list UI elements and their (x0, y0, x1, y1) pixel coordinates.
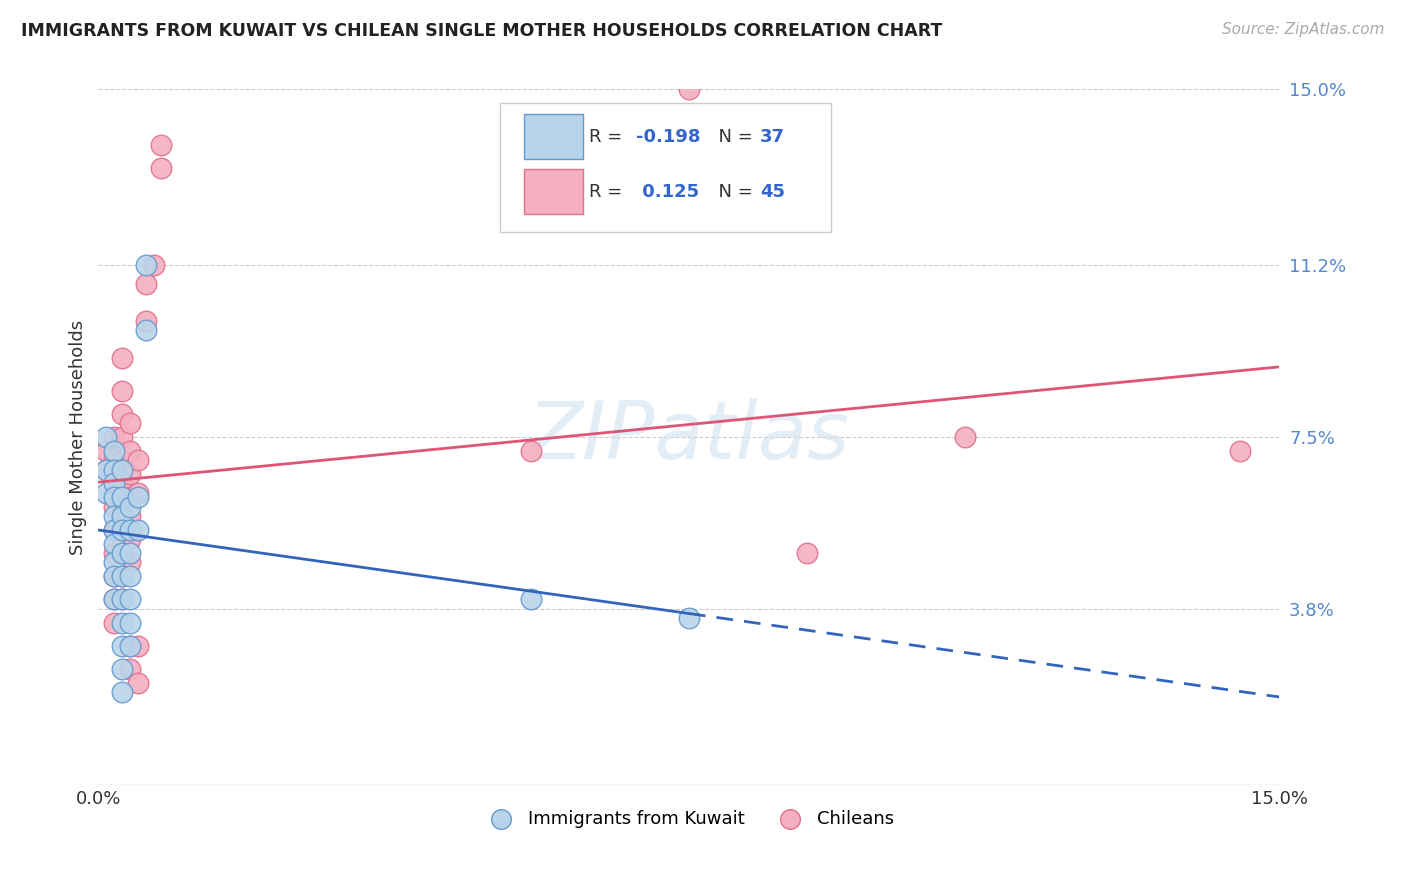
Point (127, 639, 149, 653)
Point (103, 453, 125, 467)
Point (96, 462, 118, 476)
Point (520, 592, 543, 607)
Point (953, 430, 976, 444)
Point (111, 430, 134, 444)
Point (103, 546, 125, 560)
Point (118, 532, 141, 546)
Text: IMMIGRANTS FROM KUWAIT VS CHILEAN SINGLE MOTHER HOUSEHOLDS CORRELATION CHART: IMMIGRANTS FROM KUWAIT VS CHILEAN SINGLE… (21, 22, 942, 40)
Point (678, 611, 700, 625)
Point (111, 615, 134, 630)
Point (111, 476, 134, 491)
Point (678, 82, 700, 96)
Text: 37: 37 (759, 128, 785, 145)
Point (111, 569, 134, 583)
Point (118, 444, 141, 458)
Point (135, 323, 157, 337)
Point (96, 462, 118, 476)
Point (118, 569, 141, 583)
Point (118, 639, 141, 653)
Point (118, 555, 141, 569)
Text: -0.198: -0.198 (636, 128, 700, 145)
Point (127, 485, 149, 500)
Point (135, 259, 157, 273)
Text: 0.125: 0.125 (636, 183, 699, 202)
FancyBboxPatch shape (523, 169, 582, 214)
Point (103, 569, 125, 583)
Point (103, 592, 125, 607)
Point (111, 592, 134, 607)
Point (96, 485, 118, 500)
Point (103, 523, 125, 537)
Point (103, 476, 125, 491)
Legend: Immigrants from Kuwait, Chileans: Immigrants from Kuwait, Chileans (477, 803, 901, 835)
Point (111, 453, 134, 467)
Point (103, 430, 125, 444)
Point (111, 685, 134, 699)
Point (111, 491, 134, 505)
Text: R =: R = (589, 183, 627, 202)
Point (118, 508, 141, 523)
Point (118, 662, 141, 676)
Text: R =: R = (589, 128, 627, 145)
FancyBboxPatch shape (523, 113, 582, 159)
Point (111, 569, 134, 583)
Point (150, 161, 173, 175)
Point (118, 546, 141, 560)
Point (111, 592, 134, 607)
Point (103, 476, 125, 491)
Point (103, 523, 125, 537)
Point (135, 277, 157, 291)
Point (127, 453, 149, 467)
FancyBboxPatch shape (501, 103, 831, 232)
Point (103, 500, 125, 514)
Point (111, 662, 134, 676)
Point (111, 639, 134, 653)
Point (111, 462, 134, 476)
Point (111, 407, 134, 421)
Point (127, 491, 149, 505)
Point (103, 462, 125, 476)
Point (520, 444, 543, 458)
Point (96, 444, 118, 458)
Point (103, 569, 125, 583)
Point (111, 546, 134, 560)
Point (150, 137, 173, 152)
Text: N =: N = (707, 128, 758, 145)
Text: N =: N = (707, 183, 758, 202)
Point (111, 508, 134, 523)
Point (111, 500, 134, 514)
Point (118, 639, 141, 653)
Point (103, 537, 125, 551)
Point (118, 615, 141, 630)
Point (103, 444, 125, 458)
Point (127, 676, 149, 690)
Text: ZIPatlas: ZIPatlas (527, 398, 851, 476)
Point (796, 546, 818, 560)
Text: Source: ZipAtlas.com: Source: ZipAtlas.com (1222, 22, 1385, 37)
Point (111, 384, 134, 398)
Point (142, 259, 165, 273)
Point (127, 523, 149, 537)
Point (111, 351, 134, 366)
Y-axis label: Single Mother Households: Single Mother Households (69, 319, 87, 555)
Point (118, 592, 141, 607)
Point (103, 592, 125, 607)
Point (103, 508, 125, 523)
Point (118, 416, 141, 430)
Point (111, 546, 134, 560)
Point (111, 523, 134, 537)
Point (103, 491, 125, 505)
Point (118, 500, 141, 514)
Point (111, 523, 134, 537)
Point (1229, 444, 1251, 458)
Point (118, 467, 141, 482)
Point (96, 430, 118, 444)
Text: 45: 45 (759, 183, 785, 202)
Point (118, 491, 141, 505)
Point (135, 314, 157, 328)
Point (103, 615, 125, 630)
Point (118, 523, 141, 537)
Point (103, 555, 125, 569)
